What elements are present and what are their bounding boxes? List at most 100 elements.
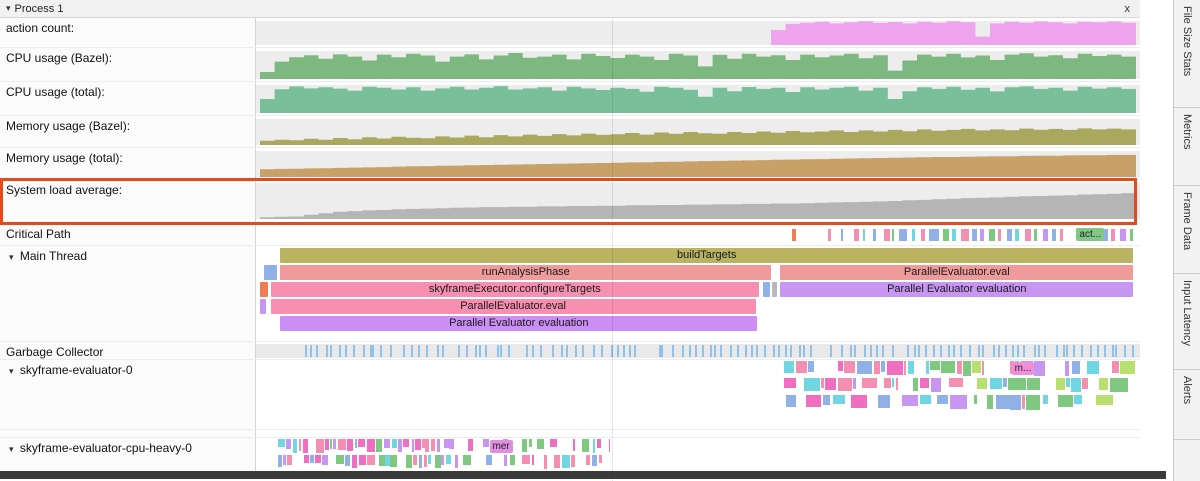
trace-slice[interactable] [592,439,596,453]
gc-event-slice[interactable] [507,345,510,357]
gc-event-slice[interactable] [329,345,332,357]
tab-alerts[interactable]: Alerts [1174,370,1200,440]
tab-metrics[interactable]: Metrics [1174,108,1200,186]
trace-slice[interactable] [286,439,292,450]
slice-label-badge[interactable]: m... [1011,362,1035,375]
critical-path-slice[interactable] [883,229,890,241]
gc-event-slice[interactable] [1090,345,1093,357]
gc-event-slice[interactable] [913,345,916,357]
trace-span[interactable]: runAnalysisPhase [280,265,772,280]
trace-slice[interactable] [973,395,977,404]
gc-event-slice[interactable] [876,345,879,357]
gc-event-slice[interactable] [479,345,482,357]
gc-event-slice[interactable] [750,345,753,357]
critical-path-slice[interactable] [840,229,843,241]
critical-path-slice[interactable] [862,229,865,241]
trace-slice[interactable] [972,361,981,374]
trace-slice[interactable] [419,455,423,469]
gc-event-slice[interactable] [720,345,723,357]
trace-slice[interactable] [424,455,427,468]
cpu-heavy-track[interactable]: mer [255,438,1140,473]
trace-slice[interactable] [881,361,886,372]
gc-event-slice[interactable] [772,345,775,357]
gc-event-slice[interactable] [854,345,857,357]
critical-path-track[interactable]: act... [255,224,1140,245]
trace-slice[interactable] [455,455,458,468]
gc-event-slice[interactable] [745,345,748,357]
gc-event-slice[interactable] [701,345,704,357]
counter-chart-cpu-total[interactable] [256,85,1140,113]
gc-event-slice[interactable] [622,345,625,357]
gc-event-slice[interactable] [840,345,843,357]
critical-path-slice[interactable] [988,229,995,241]
gc-event-slice[interactable] [977,345,980,357]
trace-slice[interactable] [981,361,985,376]
trace-span[interactable] [260,282,268,297]
trace-span[interactable] [762,282,770,297]
trace-slice[interactable] [837,378,853,391]
trace-slice[interactable] [346,439,354,451]
gc-event-slice[interactable] [304,345,307,357]
gc-event-slice[interactable] [369,345,372,357]
trace-slice[interactable] [838,361,843,372]
gc-event-slice[interactable] [525,345,528,357]
gc-event-slice[interactable] [892,345,895,357]
gc-event-slice[interactable] [714,345,717,357]
critical-path-slice[interactable] [827,229,831,241]
gc-event-slice[interactable] [575,345,578,357]
gc-event-slice[interactable] [581,345,584,357]
gc-event-slice[interactable] [592,345,595,357]
trace-slice[interactable] [562,455,571,468]
gc-event-slice[interactable] [924,345,927,357]
gc-event-slice[interactable] [474,345,477,357]
trace-slice[interactable] [449,439,454,450]
trace-slice[interactable] [425,439,429,452]
critical-path-slice[interactable] [791,229,796,241]
trace-slice[interactable] [931,378,942,393]
counter-chart-mem-bazel[interactable] [256,119,1140,145]
trace-slice[interactable] [437,439,440,452]
trace-slice[interactable] [315,439,324,453]
trace-slice[interactable] [1112,361,1120,373]
trace-slice[interactable] [509,455,516,465]
gc-event-slice[interactable] [634,345,637,357]
trace-slice[interactable] [1021,395,1025,409]
trace-slice[interactable] [398,439,402,453]
gc-event-slice[interactable] [736,345,739,357]
trace-slice[interactable] [529,439,533,448]
trace-slice[interactable] [376,439,383,453]
trace-slice[interactable] [1109,378,1128,392]
gc-event-slice[interactable] [552,345,555,357]
trace-slice[interactable] [887,361,903,375]
trace-slice[interactable] [467,439,473,452]
trace-slice[interactable] [337,439,346,450]
gc-event-slice[interactable] [425,345,428,357]
trace-slice[interactable] [930,361,940,370]
gc-event-slice[interactable] [442,345,445,357]
trace-slice[interactable] [330,439,333,450]
trace-slice[interactable] [891,378,894,387]
gc-event-slice[interactable] [830,345,833,357]
gc-event-slice[interactable] [458,345,461,357]
trace-slice[interactable] [402,439,410,448]
expander-icon[interactable]: ▾ [9,444,14,454]
trace-slice[interactable] [902,395,919,406]
critical-path-slice[interactable] [960,229,969,241]
trace-slice[interactable] [335,455,344,464]
gc-event-slice[interactable] [610,345,613,357]
gc-event-slice[interactable] [1131,345,1134,357]
trace-slice[interactable] [345,455,350,466]
collapse-icon[interactable]: ▾ [6,3,11,13]
trace-slice[interactable] [1073,395,1083,404]
trace-slice[interactable] [1003,378,1008,388]
gc-event-slice[interactable] [784,345,787,357]
counter-chart-action-count[interactable] [256,21,1140,45]
gc-event-slice[interactable] [1065,345,1068,357]
trace-slice[interactable] [1026,378,1040,390]
trace-slice[interactable] [321,455,329,466]
trace-slice[interactable] [962,361,971,376]
trace-slice[interactable] [592,455,597,467]
gc-event-slice[interactable] [1022,345,1025,357]
trace-slice[interactable] [949,378,964,387]
trace-slice[interactable] [385,455,390,466]
